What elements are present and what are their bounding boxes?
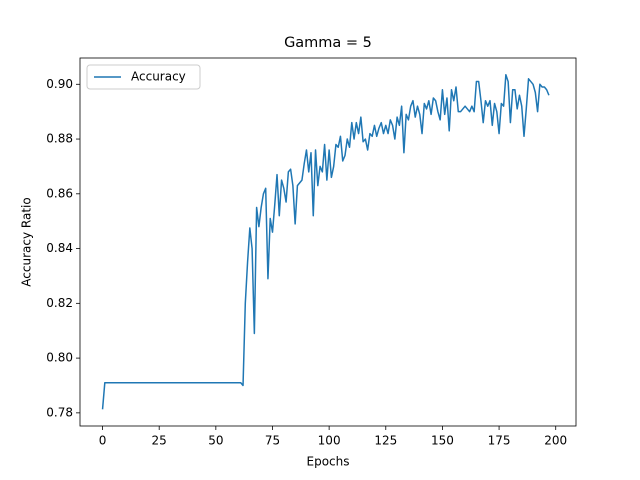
y-tick-label: 0.80 <box>46 351 73 365</box>
x-tick-label: 0 <box>99 434 107 448</box>
y-tick-label: 0.90 <box>46 77 73 91</box>
x-tick-label: 125 <box>374 434 397 448</box>
chart-title: Gamma = 5 <box>284 35 372 51</box>
legend-label: Accuracy <box>131 70 186 84</box>
x-axis-label: Epochs <box>307 455 350 469</box>
x-tick-label: 50 <box>208 434 223 448</box>
y-tick-label: 0.88 <box>46 132 73 146</box>
y-tick-label: 0.78 <box>46 405 73 419</box>
x-tick-label: 25 <box>152 434 167 448</box>
x-tick-label: 75 <box>265 434 280 448</box>
y-tick-label: 0.84 <box>46 241 73 255</box>
y-axis-label: Accuracy Ratio <box>20 197 34 286</box>
y-tick-label: 0.82 <box>46 296 73 310</box>
x-tick-label: 200 <box>544 434 567 448</box>
x-tick-label: 150 <box>431 434 454 448</box>
axes-frame <box>79 57 577 427</box>
y-tick-label: 0.86 <box>46 186 73 200</box>
legend-box <box>86 64 201 90</box>
data-line <box>101 73 550 410</box>
x-tick-label: 100 <box>318 434 341 448</box>
x-tick-label: 175 <box>488 434 511 448</box>
